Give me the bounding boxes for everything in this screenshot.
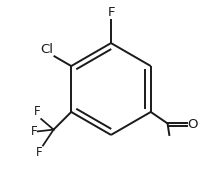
Text: F: F bbox=[107, 6, 115, 19]
Text: O: O bbox=[188, 118, 198, 131]
Text: F: F bbox=[36, 146, 42, 159]
Text: Cl: Cl bbox=[41, 43, 54, 56]
Text: F: F bbox=[30, 125, 37, 138]
Text: F: F bbox=[34, 106, 41, 119]
